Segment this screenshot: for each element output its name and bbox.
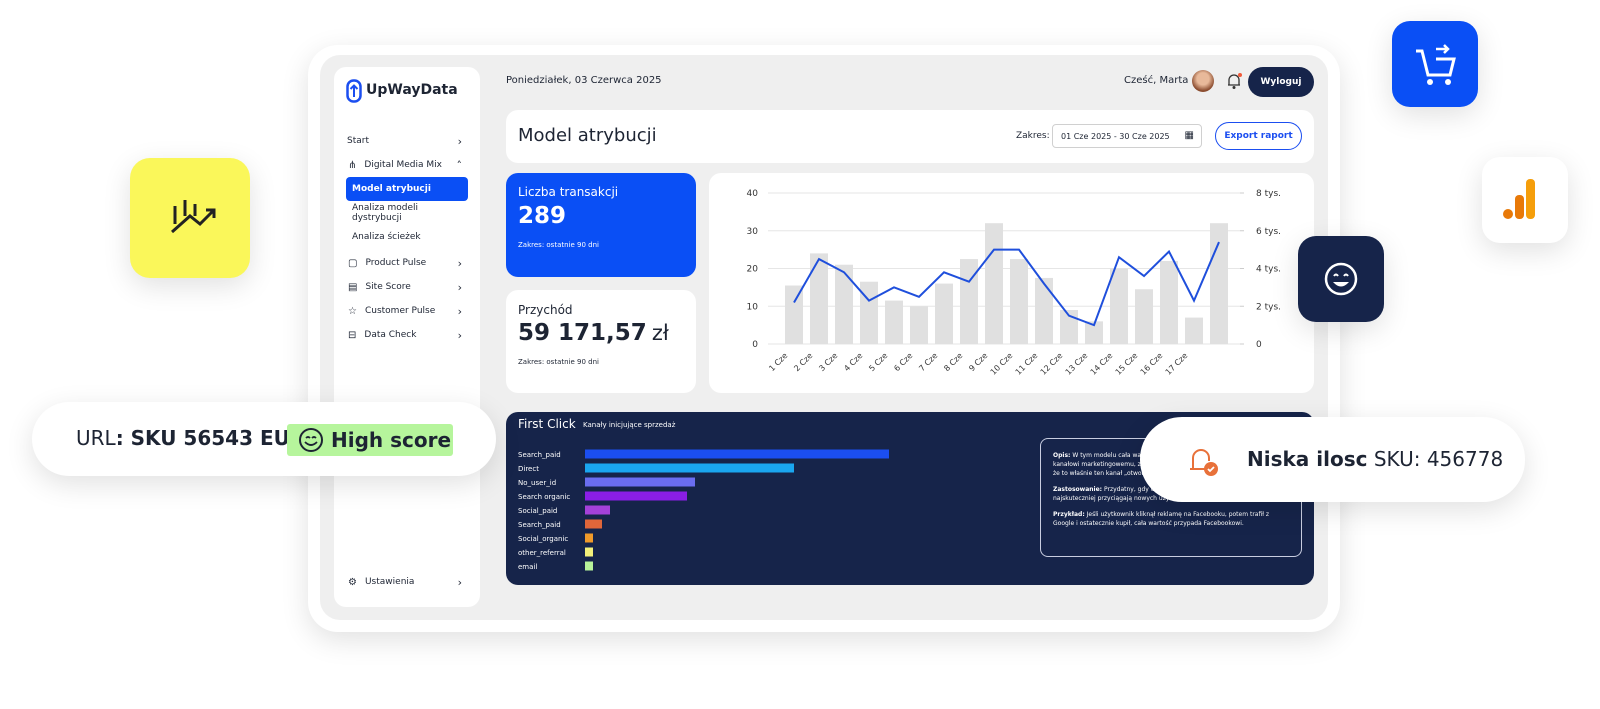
bar: [585, 533, 593, 543]
date-range-value: 01 Cze 2025 - 30 Cze 2025: [1061, 132, 1170, 141]
ga-badge: [1482, 157, 1568, 243]
category-label: Social_organic: [518, 535, 568, 543]
export-button[interactable]: Export raport: [1215, 122, 1302, 150]
kpi-value: 59 171,57: [518, 320, 647, 346]
smile-badge: [1298, 236, 1384, 322]
bar: [585, 491, 687, 501]
category-label: Search organic: [518, 493, 570, 501]
nav-item[interactable]: ⊟ Data Check ›: [348, 328, 462, 342]
avatar[interactable]: [1192, 70, 1214, 92]
nav-label: Data Check: [364, 330, 417, 340]
date-range-input[interactable]: 01 Cze 2025 - 30 Cze 2025 ▦: [1052, 124, 1202, 148]
nav-item[interactable]: Start ›: [347, 134, 462, 148]
nav-label: Analiza modeli dystrybucji: [352, 203, 419, 223]
bar: [585, 477, 695, 487]
date: Poniedziałek, 03 Czerwca 2025: [506, 75, 662, 86]
nav-label: Analiza ścieżek: [352, 232, 421, 242]
logout-button[interactable]: Wyloguj: [1248, 67, 1314, 97]
kpi-card: Przychód 59 171,57 zł Zakres: ostatnie 9…: [506, 290, 696, 393]
nav-label: Start: [347, 136, 369, 146]
score-chip: High score: [287, 424, 453, 456]
hbar-chart: Search_paid Direct No_user_id Search organi…: [518, 449, 889, 571]
description-label: Zastosowanie:: [1053, 486, 1103, 493]
nav-label: Ustawienia: [364, 577, 415, 587]
url-label: URL: [76, 426, 116, 450]
bar: [585, 561, 593, 571]
bell-icon[interactable]: [1224, 71, 1244, 91]
nav-item[interactable]: ☆ Customer Pulse ›: [348, 304, 462, 318]
category-label: Search_paid: [518, 521, 561, 529]
logo-icon: [346, 79, 362, 103]
description-paragraph: Przykład: Jeśli użytkownik kliknął rekla…: [1053, 510, 1289, 528]
page-title: Model atrybucji: [518, 125, 657, 146]
nav-item[interactable]: Analiza ścieżek: [346, 225, 468, 249]
category-label: Search_paid: [518, 451, 561, 459]
stock-value: SKU: 456778: [1367, 447, 1504, 471]
kpi-note: Zakres: ostatnie 90 dni: [518, 358, 599, 366]
nav-item[interactable]: ▢ Product Pulse ›: [348, 256, 462, 270]
kpi-note: Zakres: ostatnie 90 dni: [518, 241, 599, 249]
description-text: Jeśli użytkownik kliknął reklamę na Face…: [1053, 511, 1270, 527]
stock-label: Niska ilosc: [1247, 447, 1368, 471]
description-label: Opis:: [1053, 452, 1071, 459]
bar: [585, 519, 602, 529]
panel-title: First Click: [518, 417, 576, 431]
bar: [585, 547, 593, 557]
stock-pill: Niska ilosc SKU: 456778: [1140, 417, 1525, 502]
description-label: Przykład:: [1053, 511, 1085, 518]
nav-item[interactable]: ⚙ Ustawienia ›: [348, 575, 462, 589]
nav-item[interactable]: Analiza modeli dystrybucji: [346, 201, 468, 225]
nav-label: Product Pulse: [365, 258, 427, 268]
category-label: Social_paid: [518, 507, 557, 515]
kpi-card: Liczba transakcji 289 Zakres: ostatnie 9…: [506, 173, 696, 277]
greeting: Cześć, Marta: [1124, 75, 1189, 86]
kpi-label: Liczba transakcji: [518, 185, 619, 199]
analytics-badge: [130, 158, 250, 278]
cart-badge: [1392, 21, 1478, 107]
url-pill: URL: SKU 56543 EU High score: [32, 402, 496, 476]
panel-subtitle: Kanały inicjujące sprzedaż: [583, 421, 676, 429]
category-label: No_user_id: [518, 479, 556, 487]
brand: UpWayData: [366, 82, 458, 98]
bar: [585, 463, 794, 473]
range-label: Zakres:: [1016, 131, 1050, 141]
category-label: other_referral: [518, 549, 566, 557]
nav-item[interactable]: Model atrybucji: [346, 177, 468, 201]
bar: [585, 449, 889, 459]
kpi-value: 289: [518, 203, 567, 229]
nav-label: Model atrybucji: [352, 184, 431, 194]
bar: [585, 505, 610, 515]
nav-item[interactable]: ⋔ Digital Media Mix ˄: [348, 158, 462, 172]
nav-label: Digital Media Mix: [364, 160, 442, 170]
sidebar: UpWayData Start › ⋔ Digital Media Mix ˄ Model…: [334, 67, 480, 607]
chart-card: [709, 173, 1314, 393]
category-label: Direct: [518, 465, 539, 473]
kpi-label: Przychód: [518, 303, 573, 317]
category-label: email: [518, 563, 537, 571]
title-bar: Model atrybucji Zakres: 01 Cze 2025 - 30…: [506, 110, 1314, 163]
nav-label: Customer Pulse: [364, 306, 436, 316]
nav-label: Site Score: [365, 282, 411, 292]
score-label: High score: [331, 428, 452, 452]
nav-item[interactable]: ▤ Site Score ›: [348, 280, 462, 294]
url-value: : SKU 56543 EU: [115, 426, 290, 450]
kpi-unit: zł: [651, 321, 669, 345]
